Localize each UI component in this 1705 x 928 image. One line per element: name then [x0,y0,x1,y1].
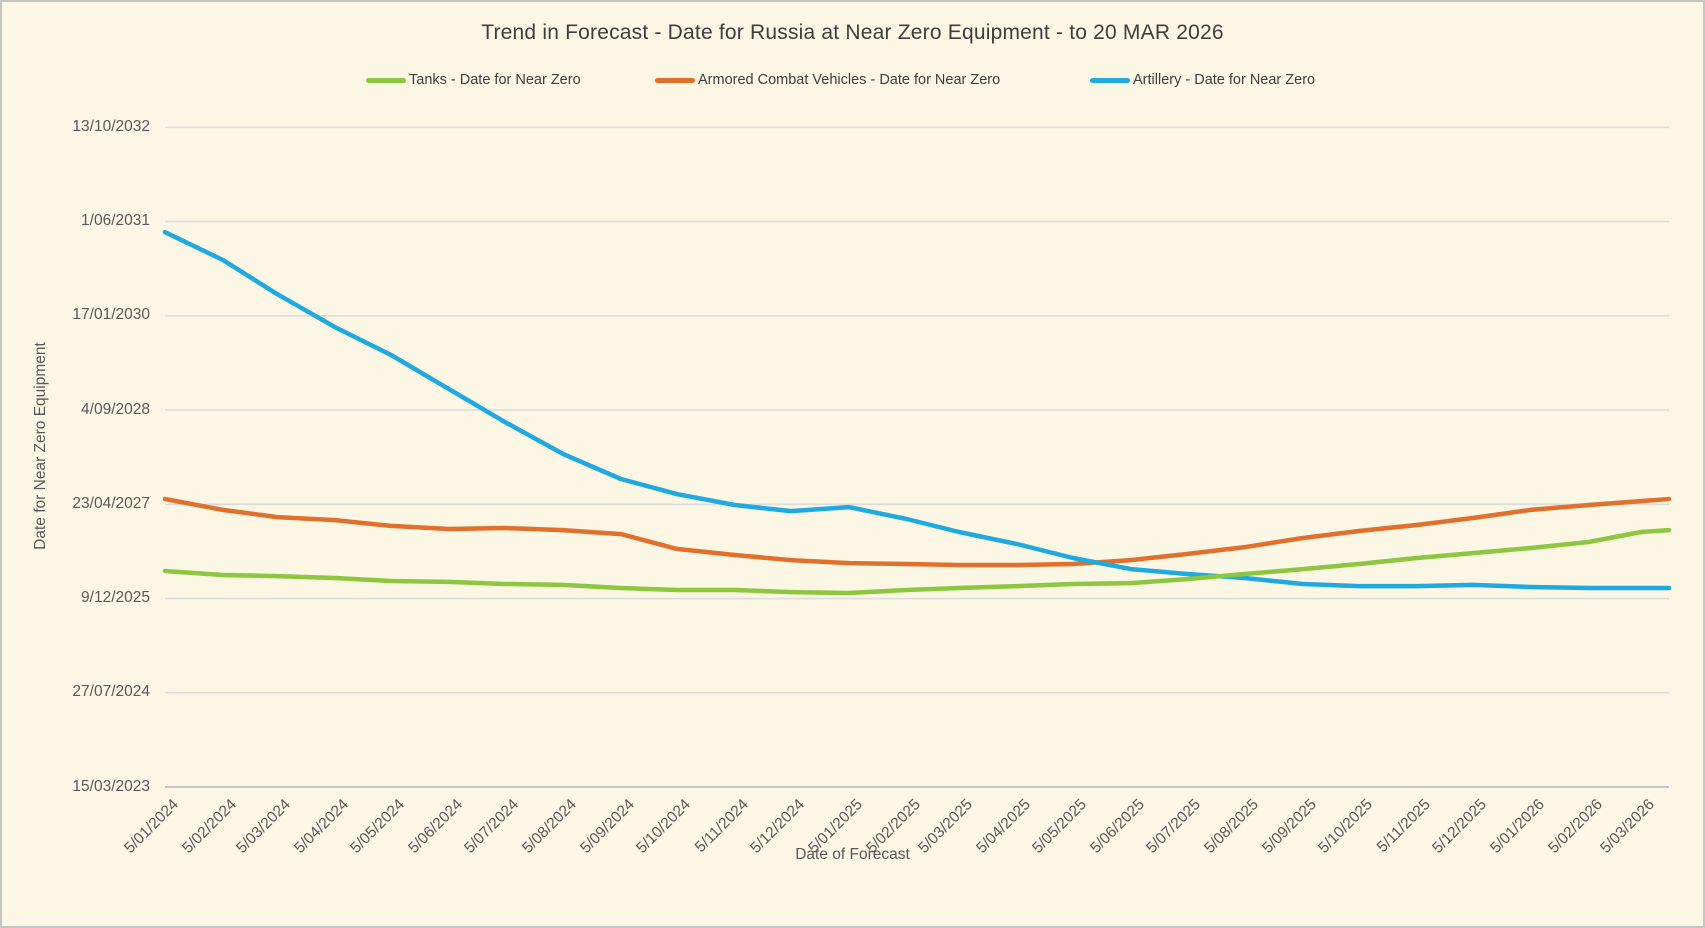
y-tick-label: 27/07/2024 [72,683,150,701]
tanks-legend-swatch-icon [366,77,406,83]
y-tick-label: 23/04/2027 [72,494,150,512]
y-tick-label: 15/03/2023 [72,777,150,795]
tanks-legend-label: Tanks - Date for Near Zero [409,72,581,88]
legend-item-tanks: Tanks - Date for Near Zero [366,72,581,88]
y-tick-label: 9/12/2025 [81,589,150,606]
y-tick-label: 1/06/2031 [81,212,150,230]
chart-title: Trend in Forecast - Date for Russia at N… [481,21,1224,44]
legend-item-armored-combat-vehicles: Armored Combat Vehicles - Date for Near … [655,72,1000,88]
artillery-legend-swatch-icon [1090,77,1130,83]
acv-legend-swatch-icon [655,77,695,83]
acv-legend-label: Armored Combat Vehicles - Date for Near … [698,72,1001,88]
legend-item-artillery: Artillery - Date for Near Zero [1090,72,1315,88]
series-line-0 [162,527,1672,596]
series-line-2 [162,229,1672,591]
artillery-legend-label: Artillery - Date for Near Zero [1133,72,1316,88]
series-line-1 [162,496,1672,568]
x-axis-title: Date of Forecast [795,846,910,863]
y-tick-label: 17/01/2030 [72,306,150,324]
y-tick-label: 4/09/2028 [81,400,150,418]
y-tick-label: 13/10/2032 [72,117,150,135]
